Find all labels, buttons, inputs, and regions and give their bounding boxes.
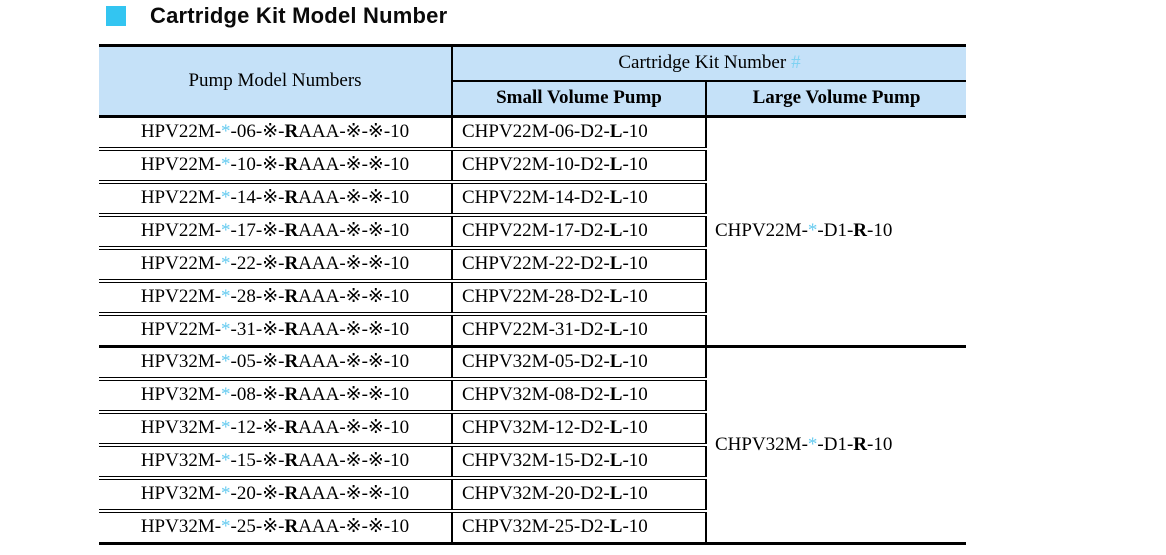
pump-model-number-cell: HPV22M-*-17-※-RAAA-※-※-10: [99, 213, 453, 248]
table-row: HPV32M-*-20-※-RAAA-※-※-10 CHPV32M-20-D2-L…: [99, 476, 966, 511]
pump-model-number-cell: HPV22M-*-06-※-RAAA-※-※-10: [99, 116, 453, 149]
table-row: HPV32M-*-08-※-RAAA-※-※-10 CHPV32M-08-D2-L…: [99, 377, 966, 412]
pump-group-1: HPV22M-*-06-※-RAAA-※-※-10 CHPV22M-06-D2-L…: [99, 116, 966, 347]
pump-model-number-cell: HPV32M-*-05-※-RAAA-※-※-10: [99, 346, 453, 379]
asterisk-mark: *: [221, 319, 231, 341]
pump-model-number-cell: HPV32M-*-08-※-RAAA-※-※-10: [99, 377, 453, 412]
table-row: HPV22M-*-31-※-RAAA-※-※-10 CHPV22M-31-D2-L…: [99, 312, 966, 347]
table-row: HPV22M-*-06-※-RAAA-※-※-10 CHPV22M-06-D2-L…: [99, 116, 966, 241]
asterisk-mark: *: [221, 351, 231, 373]
small-volume-kit-cell: CHPV22M-28-D2-L-10: [452, 279, 707, 314]
table-row: HPV22M-*-14-※-RAAA-※-※-10 CHPV22M-14-D2-L…: [99, 180, 966, 215]
small-volume-kit-cell: CHPV32M-08-D2-L-10: [452, 377, 707, 412]
small-volume-kit-cell: CHPV22M-17-D2-L-10: [452, 213, 707, 248]
table-row: HPV32M-*-25-※-RAAA-※-※-10 CHPV32M-25-D2-L…: [99, 509, 966, 544]
small-volume-kit-cell: CHPV22M-14-D2-L-10: [452, 180, 707, 215]
small-volume-kit-cell: CHPV32M-25-D2-L-10: [452, 509, 707, 544]
small-volume-kit-cell: CHPV22M-31-D2-L-10: [452, 312, 707, 347]
asterisk-mark: *: [807, 433, 818, 455]
table-row: HPV22M-*-28-※-RAAA-※-※-10 CHPV22M-28-D2-L…: [99, 279, 966, 314]
table-header: Pump Model Numbers Cartridge Kit Number #…: [99, 45, 967, 117]
asterisk-mark: *: [221, 450, 231, 472]
large-volume-kit-cell: CHPV32M-*-D1-R-10: [715, 433, 893, 455]
table-row: HPV32M-*-05-※-RAAA-※-※-10 CHPV32M-05-D2-L…: [99, 346, 966, 454]
large-volume-kit-cell: CHPV22M-*-D1-R-10: [715, 220, 893, 242]
table-row: HPV32M-*-15-※-RAAA-※-※-10 CHPV32M-15-D2-L…: [99, 443, 966, 478]
cartridge-kit-number-label: Cartridge Kit Number: [618, 52, 787, 74]
pump-model-number-cell: HPV22M-*-14-※-RAAA-※-※-10: [99, 180, 453, 215]
hash-reference-mark: #: [791, 52, 801, 74]
asterisk-mark: *: [221, 483, 231, 505]
section-bullet-icon: [106, 6, 126, 26]
header-row-1: Pump Model Numbers Cartridge Kit Number #: [99, 45, 967, 117]
asterisk-mark: *: [221, 417, 231, 439]
pump-group-2: HPV32M-*-05-※-RAAA-※-※-10 CHPV32M-05-D2-L…: [99, 346, 967, 544]
header-row-2: Small Volume Pump Large Volume Pump: [99, 81, 967, 117]
pump-model-number-cell: HPV22M-*-28-※-RAAA-※-※-10: [99, 279, 453, 314]
pump-model-number-cell: HPV32M-*-20-※-RAAA-※-※-10: [99, 476, 453, 511]
pump-model-number-cell: HPV32M-*-12-※-RAAA-※-※-10: [99, 410, 453, 445]
small-volume-kit-cell: CHPV32M-05-D2-L-10: [452, 346, 707, 379]
col-header-large-volume-pump: Large Volume Pump: [706, 81, 967, 117]
asterisk-mark: *: [807, 220, 818, 242]
small-volume-kit-cell: CHPV32M-15-D2-L-10: [452, 443, 707, 478]
asterisk-mark: *: [221, 286, 231, 308]
pump-model-number-cell: HPV32M-*-15-※-RAAA-※-※-10: [99, 443, 453, 478]
pump-model-number-cell: HPV22M-*-10-※-RAAA-※-※-10: [99, 147, 453, 182]
col-header-pump-model-numbers: Pump Model Numbers: [99, 45, 453, 117]
pump-model-number-cell: HPV22M-*-22-※-RAAA-※-※-10: [99, 246, 453, 281]
small-volume-kit-cell: CHPV22M-06-D2-L-10: [452, 116, 707, 149]
col-header-small-volume-pump: Small Volume Pump: [452, 81, 707, 117]
table-row: HPV22M-*-10-※-RAAA-※-※-10 CHPV22M-10-D2-L…: [99, 147, 966, 182]
asterisk-mark: *: [221, 253, 231, 275]
pump-model-number-cell: HPV22M-*-31-※-RAAA-※-※-10: [99, 312, 453, 347]
cartridge-kit-table: Pump Model Numbers Cartridge Kit Number #…: [99, 44, 967, 545]
table-row: HPV22M-*-17-※-RAAA-※-※-10 CHPV22M-17-D2-L…: [99, 213, 966, 248]
section-title: Cartridge Kit Model Number: [150, 3, 448, 28]
small-volume-kit-cell: CHPV32M-12-D2-L-10: [452, 410, 707, 445]
table-row: HPV22M-*-22-※-RAAA-※-※-10 CHPV22M-22-D2-L…: [99, 246, 966, 281]
asterisk-mark: *: [221, 516, 231, 538]
asterisk-mark: *: [221, 384, 231, 406]
asterisk-mark: *: [221, 187, 231, 209]
table-row: HPV32M-*-12-※-RAAA-※-※-10 CHPV32M-12-D2-L…: [99, 410, 966, 445]
small-volume-kit-cell: CHPV22M-10-D2-L-10: [452, 147, 707, 182]
asterisk-mark: *: [221, 121, 231, 143]
col-header-cartridge-kit-number: Cartridge Kit Number #: [452, 45, 967, 82]
small-volume-kit-cell: CHPV32M-20-D2-L-10: [452, 476, 707, 511]
asterisk-mark: *: [221, 220, 231, 242]
small-volume-kit-cell: CHPV22M-22-D2-L-10: [452, 246, 707, 281]
pump-model-number-cell: HPV32M-*-25-※-RAAA-※-※-10: [99, 509, 453, 544]
asterisk-mark: *: [221, 154, 231, 176]
section-header: Cartridge Kit Model Number: [106, 3, 447, 29]
